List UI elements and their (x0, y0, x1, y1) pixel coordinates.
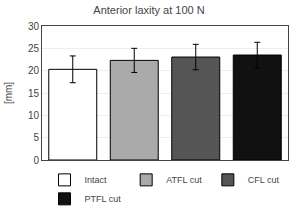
svg-text:0: 0 (33, 155, 39, 166)
svg-text:30: 30 (28, 21, 40, 32)
svg-text:10: 10 (28, 110, 40, 121)
svg-text:Intact: Intact (85, 175, 108, 185)
svg-text:Anterior laxity at 100 N: Anterior laxity at 100 N (93, 4, 204, 16)
svg-text:PTFL cut: PTFL cut (85, 194, 122, 204)
svg-text:25: 25 (28, 43, 40, 54)
svg-text:5: 5 (33, 132, 39, 143)
svg-text:ATFL cut: ATFL cut (166, 175, 202, 185)
svg-text:[mm]: [mm] (3, 82, 14, 104)
svg-text:CFL cut: CFL cut (248, 175, 280, 185)
svg-text:15: 15 (28, 88, 40, 99)
svg-text:20: 20 (28, 65, 40, 76)
